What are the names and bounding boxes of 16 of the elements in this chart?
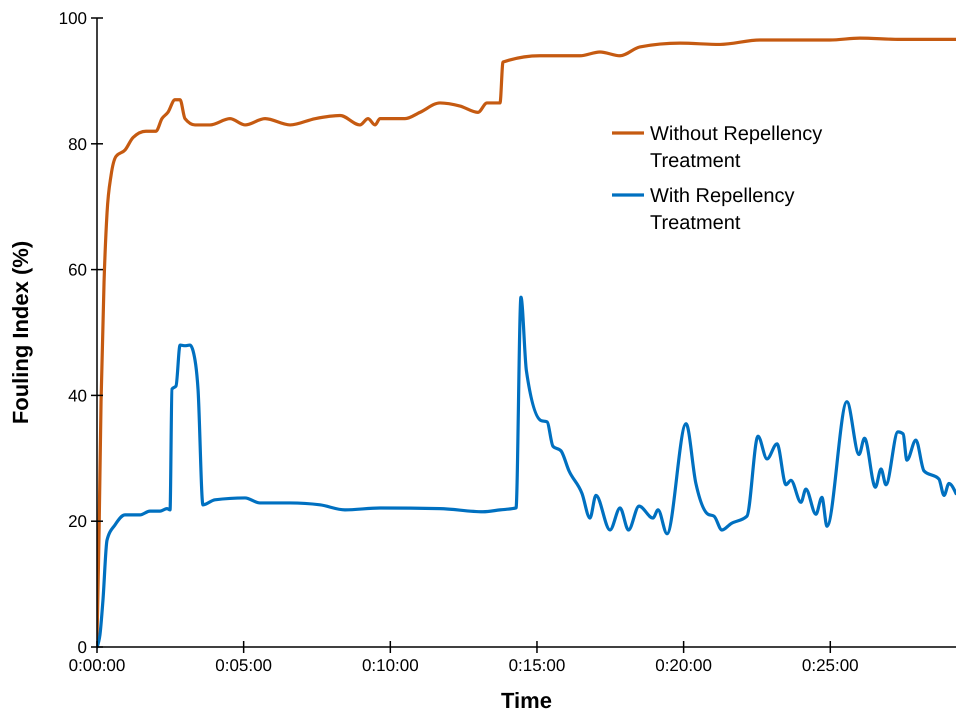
x-tick-label: 0:10:00 (362, 656, 419, 675)
y-tick-label: 100 (58, 8, 87, 28)
y-tick-label: 40 (68, 386, 87, 406)
y-tick-label: 20 (68, 512, 87, 532)
y-tick-label: 0 (78, 638, 87, 657)
x-tick-label: 0:15:00 (508, 656, 566, 675)
x-tick-label: 0:25:00 (802, 656, 859, 675)
x-tick-label: 0:05:00 (215, 656, 272, 675)
y-tick-label: 80 (68, 134, 87, 154)
legend-label: Without Repellency Treatment (650, 123, 822, 172)
x-tick-label: 0:00:00 (68, 656, 126, 675)
y-tick-label: 60 (68, 260, 87, 280)
x-tick-label: 0:20:00 (655, 656, 712, 675)
y-axis-title: Fouling Index (%) (8, 240, 33, 424)
legend-label: With Repellency Treatment (650, 185, 795, 234)
x-axis-title: Time (501, 688, 552, 713)
